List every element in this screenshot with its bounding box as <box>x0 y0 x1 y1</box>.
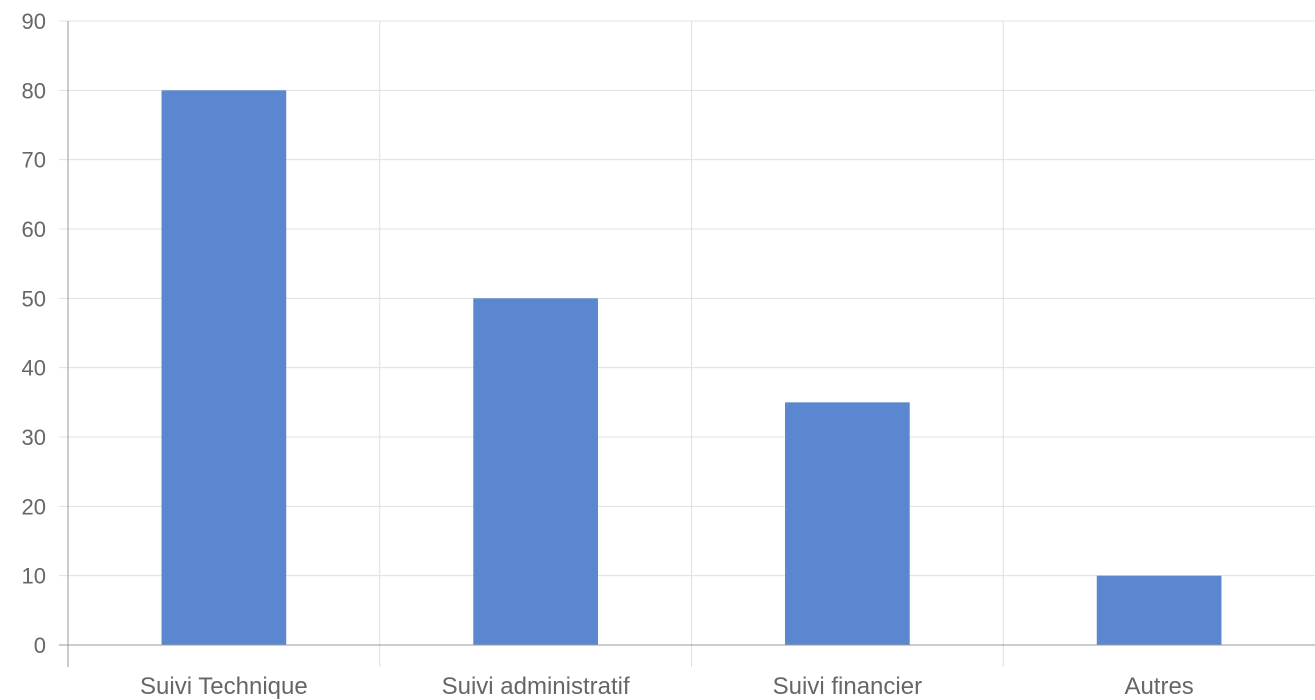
x-category-label-2: Suivi financier <box>773 673 922 700</box>
bar-1 <box>473 298 598 645</box>
y-tick-label-70: 70 <box>22 148 46 173</box>
y-tick-label-20: 20 <box>22 494 46 519</box>
y-tick-label-30: 30 <box>22 425 46 450</box>
axis-layer <box>59 21 1315 667</box>
y-tick-label-0: 0 <box>34 633 46 658</box>
label-layer: 0 10 20 30 40 50 60 70 80 90 Suivi Technique Suivi … <box>22 9 1194 700</box>
x-category-label-1: Suivi administratif <box>442 673 630 700</box>
y-tick-label-90: 90 <box>22 9 46 34</box>
bar-layer <box>161 90 1222 646</box>
y-tick-label-40: 40 <box>22 356 46 381</box>
y-tick-label-60: 60 <box>22 217 46 242</box>
x-category-label-3: Autres <box>1124 673 1193 700</box>
x-category-label-0: Suivi Technique <box>140 673 308 700</box>
bar-3 <box>1096 575 1222 645</box>
bar-2 <box>785 402 910 645</box>
bar-0 <box>161 90 287 646</box>
y-tick-label-50: 50 <box>22 286 46 311</box>
y-tick-label-10: 10 <box>22 564 46 589</box>
y-tick-label-80: 80 <box>22 78 46 103</box>
